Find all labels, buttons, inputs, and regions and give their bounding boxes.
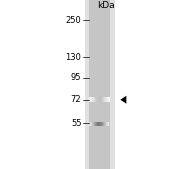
Bar [97,122,98,126]
Bar [98,97,99,102]
Bar [89,97,90,102]
Bar [93,122,94,126]
Bar [95,122,96,126]
Bar [106,97,107,102]
Bar [105,97,106,102]
Bar [97,97,98,102]
Bar [88,122,89,126]
Bar [92,97,93,102]
Bar [88,97,89,102]
Bar [102,122,103,126]
Text: kDa: kDa [97,1,115,10]
Bar [98,122,99,126]
Bar [89,122,90,126]
Text: 250: 250 [66,16,81,25]
Bar [100,122,101,126]
Bar [107,97,108,102]
Bar [85,0,115,169]
Bar [96,122,97,126]
Bar [95,97,96,102]
Bar [100,97,101,102]
Bar [107,122,108,126]
Bar [109,97,110,102]
Text: 55: 55 [71,119,81,128]
Bar [102,97,103,102]
Bar [101,122,102,126]
Bar [91,122,92,126]
Bar [103,122,104,126]
Bar [96,97,97,102]
Bar [99,97,100,102]
Bar [88,0,110,169]
Bar [108,122,109,126]
Bar [90,122,91,126]
Bar [94,97,95,102]
Bar [91,97,92,102]
Bar [105,122,106,126]
Bar [90,97,91,102]
Bar [94,122,95,126]
Bar [106,122,107,126]
Bar [99,122,100,126]
Bar [101,97,102,102]
Text: 95: 95 [71,73,81,82]
Text: 130: 130 [65,53,81,62]
Bar [103,97,104,102]
Polygon shape [120,96,126,104]
Text: 72: 72 [71,95,81,104]
Bar [104,97,105,102]
Bar [104,122,105,126]
Bar [93,97,94,102]
Bar [92,122,93,126]
Bar [108,97,109,102]
